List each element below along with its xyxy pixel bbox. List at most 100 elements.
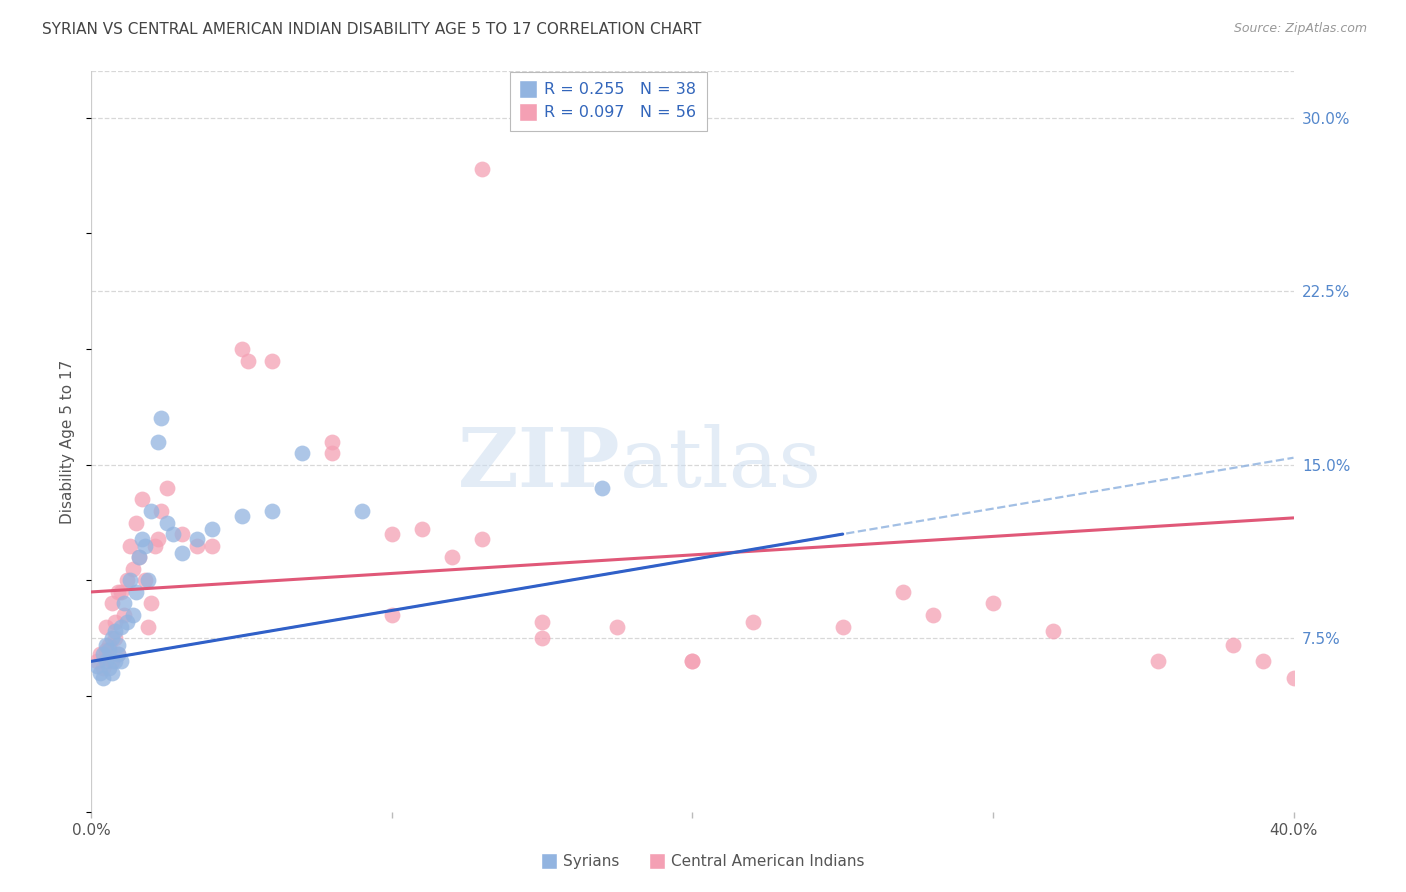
- Point: [186, 539, 208, 553]
- Point: [146, 434, 169, 449]
- Point: [981, 597, 1004, 611]
- Point: [381, 527, 404, 541]
- Point: [107, 638, 129, 652]
- Point: [143, 539, 166, 553]
- Point: [350, 504, 373, 518]
- Point: [98, 661, 121, 675]
- Point: [236, 353, 259, 368]
- Point: [96, 619, 118, 633]
- Point: [531, 631, 554, 645]
- Point: [104, 654, 127, 668]
- Point: [141, 504, 163, 518]
- Point: [170, 545, 193, 560]
- Point: [1282, 671, 1305, 685]
- Point: [149, 504, 172, 518]
- Point: [122, 562, 145, 576]
- Point: [606, 619, 628, 633]
- Point: [117, 615, 139, 629]
- Point: [120, 574, 142, 588]
- Point: [101, 631, 124, 645]
- Point: [1222, 638, 1244, 652]
- Point: [110, 619, 132, 633]
- Text: ZIP: ZIP: [458, 424, 620, 504]
- Point: [93, 671, 115, 685]
- Point: [101, 665, 124, 680]
- Point: [411, 523, 433, 537]
- Point: [98, 642, 121, 657]
- Point: [440, 550, 463, 565]
- Text: atlas: atlas: [620, 424, 823, 504]
- Point: [201, 523, 224, 537]
- Point: [155, 481, 177, 495]
- Point: [260, 353, 283, 368]
- Point: [125, 585, 148, 599]
- Point: [381, 608, 404, 623]
- Point: [98, 638, 121, 652]
- Point: [591, 481, 613, 495]
- Point: [134, 539, 156, 553]
- Point: [107, 648, 129, 662]
- Point: [93, 661, 115, 675]
- Point: [146, 532, 169, 546]
- Point: [291, 446, 314, 460]
- Point: [134, 574, 156, 588]
- Point: [170, 527, 193, 541]
- Text: Source: ZipAtlas.com: Source: ZipAtlas.com: [1233, 22, 1367, 36]
- Point: [155, 516, 177, 530]
- Point: [89, 648, 111, 662]
- Point: [93, 648, 115, 662]
- Point: [131, 492, 153, 507]
- Point: [128, 550, 150, 565]
- Point: [681, 654, 703, 668]
- Point: [101, 654, 124, 668]
- Point: [162, 527, 184, 541]
- Y-axis label: Disability Age 5 to 17: Disability Age 5 to 17: [60, 359, 76, 524]
- Point: [1042, 624, 1064, 639]
- Point: [922, 608, 945, 623]
- Point: [122, 608, 145, 623]
- Point: [741, 615, 763, 629]
- Point: [138, 574, 160, 588]
- Point: [1253, 654, 1275, 668]
- Point: [138, 619, 160, 633]
- Point: [471, 532, 494, 546]
- Text: SYRIAN VS CENTRAL AMERICAN INDIAN DISABILITY AGE 5 TO 17 CORRELATION CHART: SYRIAN VS CENTRAL AMERICAN INDIAN DISABI…: [42, 22, 702, 37]
- Point: [114, 597, 136, 611]
- Point: [471, 161, 494, 176]
- Point: [96, 654, 118, 668]
- Point: [128, 550, 150, 565]
- Point: [96, 638, 118, 652]
- Point: [681, 654, 703, 668]
- Point: [321, 434, 343, 449]
- Point: [104, 615, 127, 629]
- Point: [231, 508, 253, 523]
- Point: [125, 516, 148, 530]
- Point: [114, 608, 136, 623]
- Point: [831, 619, 853, 633]
- Point: [86, 659, 108, 673]
- Point: [120, 539, 142, 553]
- Point: [110, 654, 132, 668]
- Point: [186, 532, 208, 546]
- Point: [131, 532, 153, 546]
- Point: [89, 665, 111, 680]
- Point: [96, 642, 118, 657]
- Point: [1147, 654, 1170, 668]
- Point: [891, 585, 914, 599]
- Point: [107, 585, 129, 599]
- Point: [104, 624, 127, 639]
- Point: [231, 342, 253, 356]
- Point: [149, 411, 172, 425]
- Point: [104, 631, 127, 645]
- Point: [101, 597, 124, 611]
- Point: [260, 504, 283, 518]
- Legend: R = 0.255   N = 38, R = 0.097   N = 56: R = 0.255 N = 38, R = 0.097 N = 56: [510, 72, 707, 131]
- Point: [117, 574, 139, 588]
- Point: [201, 539, 224, 553]
- Point: [141, 597, 163, 611]
- Point: [86, 654, 108, 668]
- Legend: Syrians, Central American Indians: Syrians, Central American Indians: [536, 848, 870, 875]
- Point: [321, 446, 343, 460]
- Point: [531, 615, 554, 629]
- Point: [107, 648, 129, 662]
